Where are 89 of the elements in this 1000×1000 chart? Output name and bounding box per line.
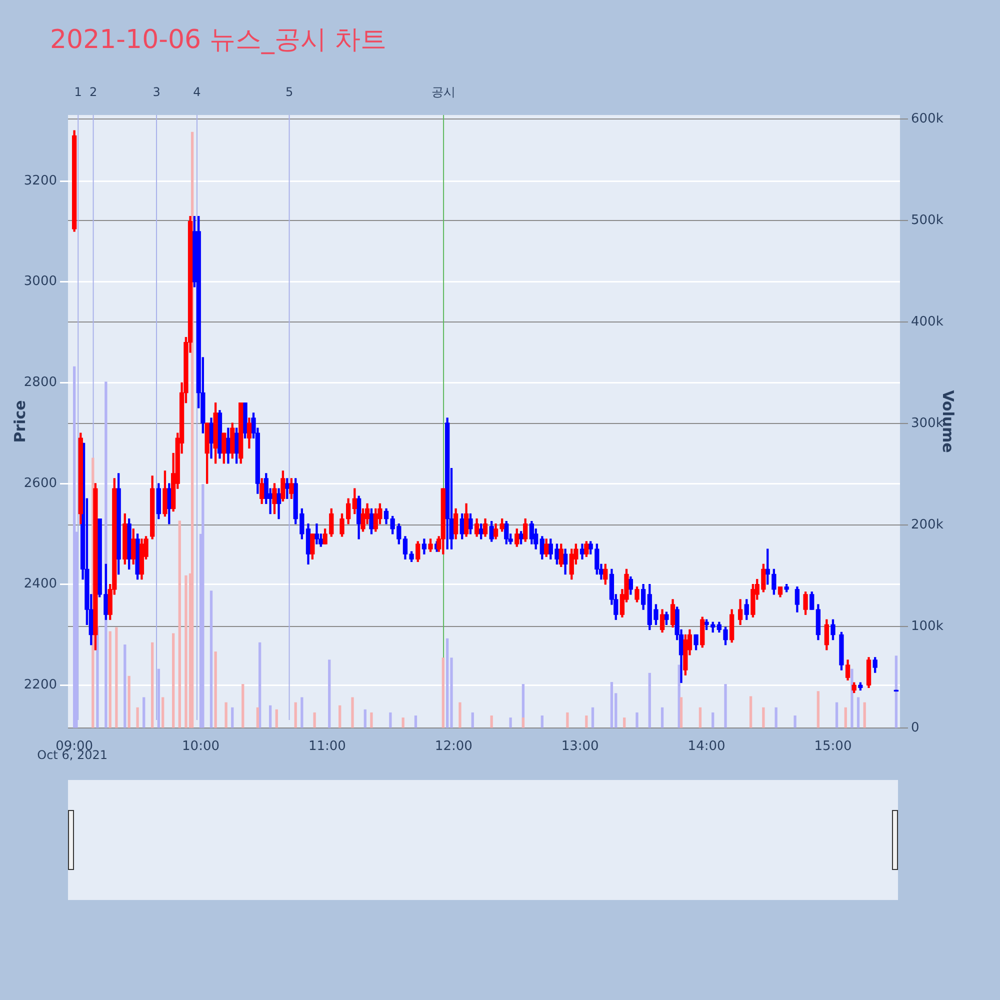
- bar: [115, 627, 118, 728]
- bar: [591, 707, 594, 728]
- bar: [172, 633, 175, 728]
- bar: [151, 642, 154, 728]
- bar: [224, 702, 228, 728]
- bar: [136, 707, 139, 728]
- bar: [794, 715, 796, 728]
- y2-tick-label: 100k: [911, 618, 944, 634]
- bar: [863, 702, 866, 728]
- y2-tick-label: 0: [911, 720, 920, 736]
- bar: [338, 705, 342, 728]
- bar: [856, 697, 860, 728]
- bar: [894, 656, 898, 728]
- bar: [300, 697, 304, 728]
- y-axis-title: Price: [10, 400, 29, 443]
- y-tick-label: 3200: [24, 173, 57, 188]
- bar: [294, 702, 297, 728]
- bar: [749, 696, 752, 728]
- bar: [774, 707, 778, 728]
- bar: [636, 712, 638, 728]
- bar: [210, 590, 213, 728]
- x-tick-label: 11:00: [308, 739, 346, 754]
- bar: [680, 697, 683, 728]
- bar: [816, 691, 820, 728]
- bar: [698, 707, 702, 728]
- bar: [268, 705, 272, 728]
- bar: [566, 712, 569, 728]
- bar: [313, 712, 316, 728]
- text: 4: [193, 85, 201, 100]
- bar: [178, 520, 181, 728]
- bar: [231, 707, 234, 728]
- bar: [242, 684, 244, 728]
- y-tick-label: 3000: [24, 274, 57, 290]
- bar: [142, 697, 146, 728]
- y2-tick-label: 400k: [911, 314, 944, 330]
- y2-tick-label: 300k: [911, 416, 944, 431]
- bar: [162, 697, 164, 728]
- bar: [402, 718, 404, 728]
- bar: [458, 702, 462, 728]
- bar: [364, 709, 366, 728]
- x-tick-label: 14:00: [688, 739, 726, 754]
- text: 공시: [432, 85, 456, 100]
- bar: [724, 684, 727, 728]
- bar: [214, 652, 217, 728]
- chart-title: 2021-10-06 뉴스_공시 차트: [50, 24, 387, 57]
- bar: [275, 709, 278, 728]
- y-tick-label: 2400: [24, 576, 57, 592]
- text: 1: [74, 85, 82, 100]
- y2-tick-label: 500k: [911, 212, 944, 228]
- bar: [835, 702, 838, 728]
- bar: [370, 712, 373, 728]
- bar: [509, 718, 512, 728]
- bar: [258, 642, 262, 728]
- bar: [389, 712, 392, 728]
- y-tick-label: 2600: [24, 476, 57, 491]
- y2-tick-label: 200k: [911, 517, 944, 532]
- bar: [490, 715, 493, 728]
- bar: [712, 712, 714, 728]
- bar: [446, 638, 449, 728]
- bar: [762, 707, 765, 728]
- x-tick-label: 13:00: [561, 739, 599, 754]
- bar: [351, 697, 354, 728]
- bar: [540, 715, 544, 728]
- bar: [585, 715, 588, 728]
- bar: [648, 672, 651, 728]
- bar: [623, 718, 626, 728]
- bar: [184, 575, 188, 728]
- bar: [128, 676, 130, 728]
- y2-tick-label: 600k: [911, 111, 944, 126]
- text: 2: [89, 85, 98, 100]
- text: 5: [285, 85, 294, 100]
- bar: [610, 682, 614, 728]
- bar: [442, 658, 444, 728]
- bar: [844, 707, 847, 728]
- y-tick-label: 2200: [24, 678, 57, 693]
- bar: [328, 660, 331, 728]
- x-tick-label: 12:00: [434, 739, 472, 754]
- text: 3: [152, 85, 160, 100]
- bar: [124, 644, 126, 728]
- y-tick-label: 2800: [24, 375, 57, 390]
- bar: [202, 484, 204, 728]
- bar: [414, 715, 418, 728]
- bar: [471, 712, 474, 728]
- bar: [522, 718, 525, 728]
- bar: [660, 707, 664, 728]
- x-tick-label: 15:00: [814, 739, 852, 754]
- x-tick-label: 10:00: [182, 739, 220, 754]
- bar: [256, 707, 259, 728]
- bar: [108, 631, 112, 728]
